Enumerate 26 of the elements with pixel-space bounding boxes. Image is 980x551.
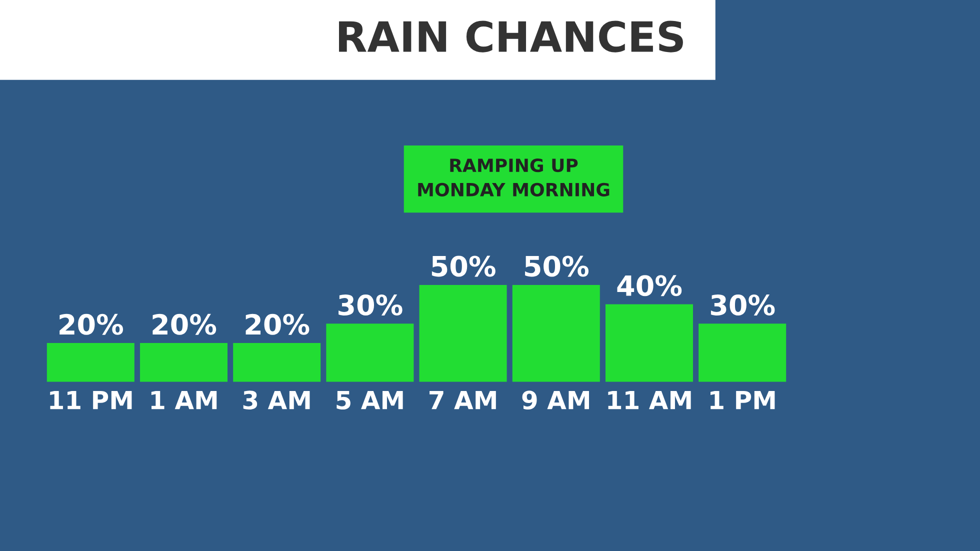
x-tick-label: 7 AM [430, 390, 496, 410]
x-tick-label: 11 AM [608, 390, 691, 410]
bar [512, 284, 600, 382]
bar [140, 343, 228, 382]
bar [46, 343, 134, 382]
data-label: 20% [152, 314, 216, 335]
data-label: 30% [338, 294, 402, 316]
data-label: 20% [246, 314, 310, 335]
x-tick-label: 11 PM [50, 390, 132, 410]
data-label: 50% [525, 256, 589, 277]
bar [419, 284, 507, 382]
data-label: 20% [60, 314, 124, 335]
data-label: 30% [710, 294, 775, 316]
bar [605, 304, 694, 382]
data-label: 50% [432, 256, 496, 277]
x-tick-label: 9 AM [522, 390, 590, 410]
text: RAMPING UP MONDAY MORNING [418, 158, 610, 196]
data-label: 40% [617, 275, 682, 296]
bar [698, 324, 786, 382]
x-tick-label: 5 AM [336, 390, 403, 410]
bar [233, 343, 321, 382]
chart-title: RAIN CHANCES [339, 20, 683, 52]
x-tick-label: 1 AM [151, 390, 217, 410]
x-tick-label: 1 PM [710, 390, 775, 410]
x-tick-label: 3 AM [243, 390, 310, 410]
bar [326, 324, 414, 382]
